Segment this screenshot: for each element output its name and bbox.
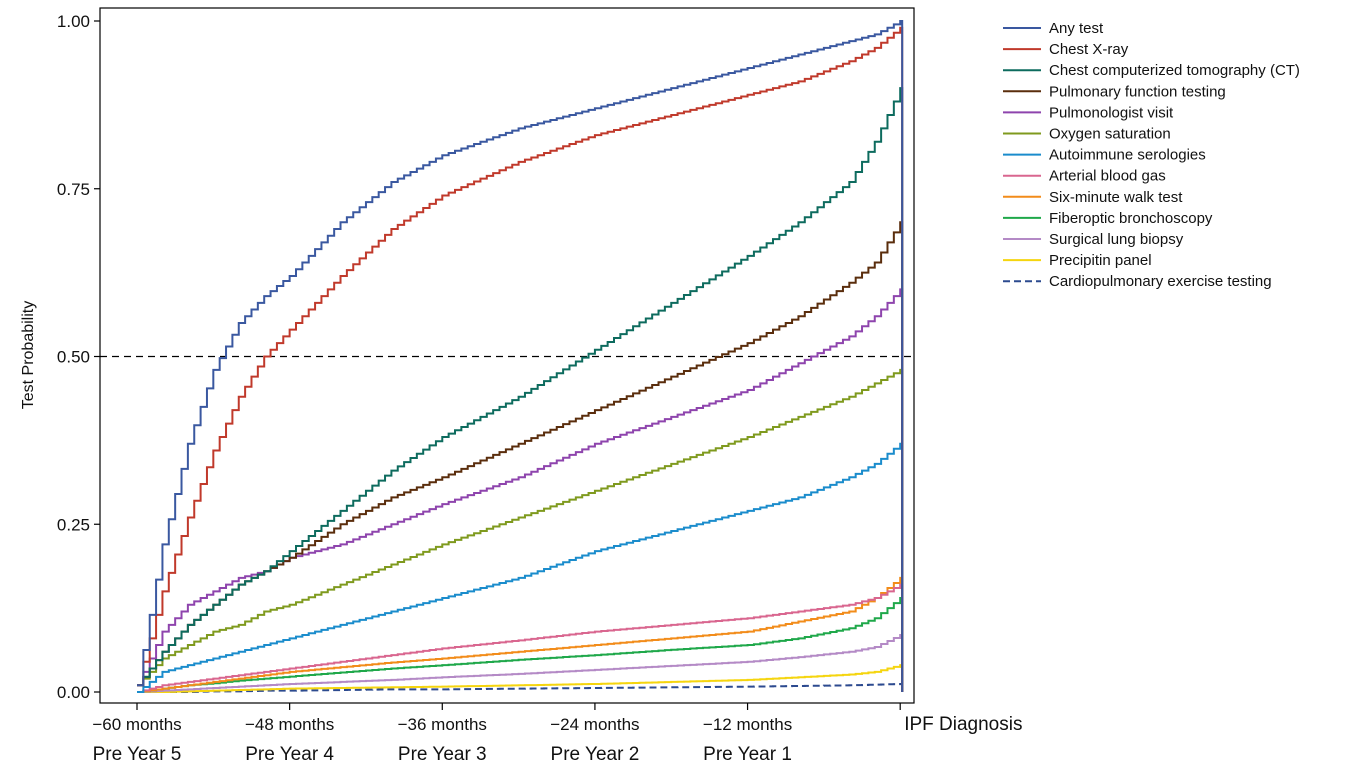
legend-label: Arterial blood gas	[1049, 168, 1166, 185]
x-tick-sublabel: Pre Year 1	[703, 744, 792, 765]
x-tick-sublabel: Pre Year 2	[551, 744, 640, 765]
x-tick-sublabel: Pre Year 5	[93, 744, 182, 765]
legend-label: Precipitin panel	[1049, 252, 1152, 269]
series-line-cardiopulmonary-exercise-testing	[137, 682, 904, 693]
legend-label: Chest computerized tomography (CT)	[1049, 62, 1300, 79]
x-tick-sublabel: Pre Year 4	[245, 744, 334, 765]
x-tick-label: −36 months	[398, 715, 487, 734]
legend-label: Fiberoptic bronchoscopy	[1049, 210, 1213, 227]
series-line-chest-x-ray	[137, 26, 904, 692]
x-tick-label: IPF Diagnosis	[904, 714, 1022, 735]
y-tick-label: 0.75	[57, 180, 90, 199]
legend-label: Pulmonologist visit	[1049, 104, 1174, 121]
plot-frame	[99, 7, 915, 704]
series-line-any-test	[137, 20, 904, 692]
legend-label: Oxygen saturation	[1049, 126, 1171, 143]
legend-label: Pulmonary function testing	[1049, 83, 1226, 100]
legend-label: Surgical lung biopsy	[1049, 231, 1184, 248]
y-tick-label: 0.00	[57, 683, 90, 702]
series-line-autoimmune-serologies	[137, 442, 904, 693]
x-tick-label: −60 months	[92, 715, 181, 734]
x-tick-label: −48 months	[245, 715, 334, 734]
y-axis-label: Test Probability	[20, 301, 37, 410]
y-axis: 0.00 0.25 0.50 0.75 1.00	[57, 12, 100, 702]
y-tick-label: 0.25	[57, 515, 90, 534]
series-line-precipitin-panel	[137, 664, 904, 693]
series-line-fiberoptic-bronchoscopy	[137, 597, 904, 693]
series-line-arterial-blood-gas	[137, 583, 904, 693]
x-tick-label: −12 months	[703, 715, 792, 734]
series-line-chest-computerized-tomography-ct	[137, 87, 904, 692]
legend-label: Cardiopulmonary exercise testing	[1049, 273, 1272, 290]
legend-label: Autoimmune serologies	[1049, 147, 1206, 164]
y-tick-label: 1.00	[57, 12, 90, 31]
x-tick-sublabel: Pre Year 3	[398, 744, 487, 765]
series-layer	[137, 20, 904, 693]
series-line-oxygen-saturation	[137, 368, 904, 692]
legend-label: Any test	[1049, 20, 1104, 37]
legend-label: Six-minute walk test	[1049, 189, 1183, 206]
series-line-six-minute-walk-test	[137, 576, 904, 693]
legend: Any test Chest X-ray Chest computerized to…	[1003, 20, 1300, 290]
series-line-surgical-lung-biopsy	[137, 633, 904, 693]
legend-label: Chest X-ray	[1049, 41, 1129, 58]
y-tick-label: 0.50	[57, 348, 90, 367]
x-axis: −60 months Pre Year 5 −48 months Pre Year 4…	[92, 703, 1022, 765]
x-tick-label: −24 months	[550, 715, 639, 734]
